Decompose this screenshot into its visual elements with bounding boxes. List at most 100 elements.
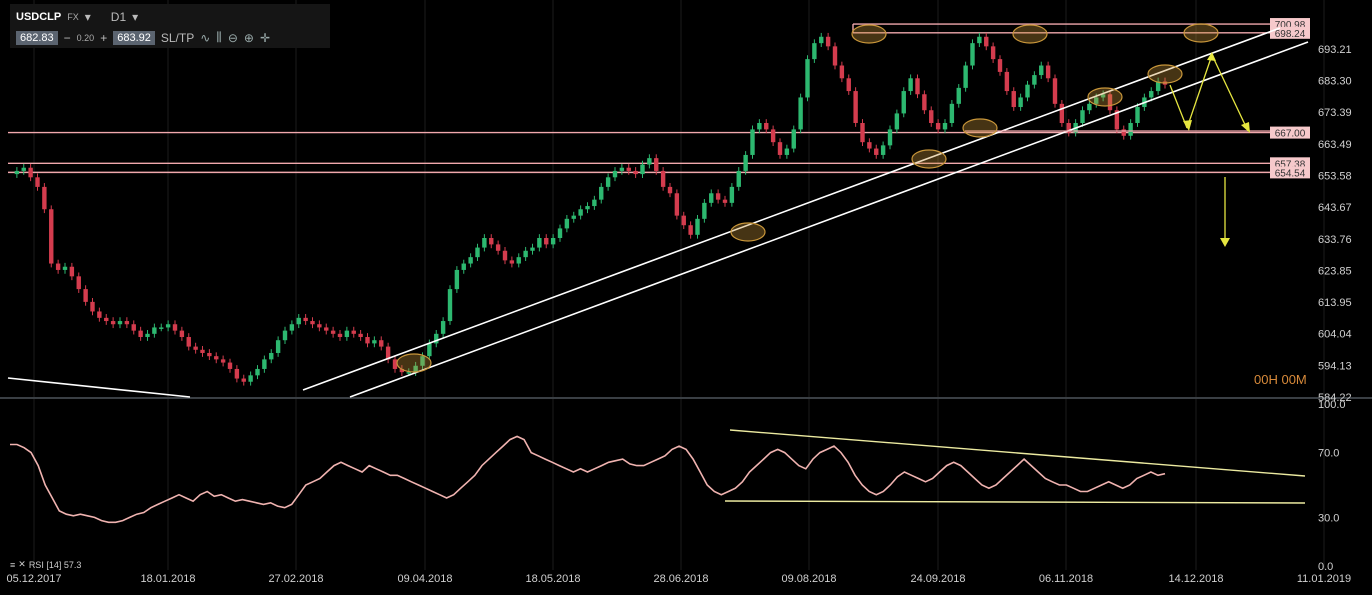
- candle-body: [83, 289, 88, 302]
- candle-body: [681, 215, 686, 226]
- candle-body: [922, 94, 927, 111]
- candle-body: [880, 145, 886, 155]
- candle-body: [530, 247, 535, 251]
- candle-body: [214, 356, 219, 360]
- line-chart-icon[interactable]: ∿: [200, 30, 211, 45]
- candle-body: [557, 228, 563, 238]
- candle-body: [722, 199, 728, 203]
- candle-body: [963, 65, 968, 88]
- candle-body: [970, 43, 975, 66]
- candle-body: [28, 167, 33, 178]
- timeframe-dropdown-icon[interactable]: ▾: [132, 10, 139, 24]
- menu-icon[interactable]: ≡: [10, 559, 16, 570]
- candle-body: [887, 129, 893, 146]
- ask-price[interactable]: 683.92: [113, 30, 155, 45]
- candle-body: [1045, 65, 1051, 79]
- candle-body: [172, 324, 178, 331]
- candle-body: [14, 170, 20, 175]
- highlight-ellipse: [851, 24, 887, 44]
- sltp-button[interactable]: SL/TP: [160, 30, 195, 45]
- candle-body: [612, 170, 618, 178]
- candle-body: [784, 148, 790, 155]
- chart-toolbar: USDCLP FX ▾ D1 ▾ 682.83 − 0.20 + 683.92 …: [10, 4, 330, 48]
- candle-body: [21, 167, 26, 171]
- crosshair-icon[interactable]: ✛: [259, 30, 271, 45]
- candle-body: [984, 36, 989, 47]
- close-icon[interactable]: ✕: [18, 559, 26, 569]
- candle-body: [977, 36, 982, 44]
- candle-body: [1107, 94, 1113, 111]
- candle-body: [578, 209, 583, 216]
- candle-body: [667, 186, 673, 194]
- candles: [14, 32, 1168, 386]
- candle-body: [819, 36, 824, 44]
- y-tick-label: 604.04: [1318, 329, 1352, 341]
- candle-body: [145, 333, 150, 338]
- rsi-tick-label: 0.0: [1318, 561, 1333, 573]
- rsi-tick-label: 30.0: [1318, 512, 1339, 524]
- candle-body: [839, 65, 845, 79]
- candle-body: [379, 340, 384, 347]
- candle-body: [255, 368, 260, 376]
- projection-arrows: [1169, 52, 1250, 247]
- indicators-icon[interactable]: ⫼: [216, 30, 222, 44]
- candle-body: [269, 352, 274, 360]
- candle-body: [633, 170, 638, 175]
- candle-body: [495, 244, 501, 251]
- arrowhead: [1241, 122, 1250, 133]
- candle-body: [420, 356, 425, 366]
- candle-body: [1032, 75, 1037, 85]
- candle-body: [523, 250, 528, 258]
- y-tick-label: 673.39: [1318, 107, 1352, 119]
- candle-body: [764, 123, 769, 130]
- timeframe-label[interactable]: D1: [110, 10, 127, 24]
- candle-body: [303, 317, 308, 322]
- candle-body: [743, 154, 748, 171]
- symbol-dropdown-icon[interactable]: ▾: [84, 10, 91, 24]
- candle-body: [832, 46, 838, 66]
- y-tick-label: 623.85: [1318, 265, 1352, 277]
- candle-body: [1011, 91, 1016, 108]
- y-tick-label: 693.21: [1318, 44, 1352, 56]
- candle-body: [131, 324, 136, 331]
- candle-body: [227, 362, 233, 369]
- candle-body: [76, 276, 81, 290]
- level-tag: 698.24: [1275, 29, 1306, 40]
- candle-body: [1052, 78, 1058, 104]
- rsi-label-text: RSI [14] 57.3: [28, 559, 82, 570]
- arrowhead: [1220, 238, 1230, 247]
- plus-label: +: [100, 30, 108, 45]
- candle-body: [317, 324, 322, 328]
- grid: [0, 0, 1372, 570]
- candle-body: [626, 167, 631, 171]
- candle-body: [901, 91, 906, 114]
- candle-body: [695, 218, 700, 235]
- candle-body: [777, 142, 783, 155]
- candle-body: [1094, 97, 1099, 104]
- level-tag: 654.54: [1275, 168, 1306, 179]
- candle-body: [90, 301, 95, 312]
- candle-body: [660, 170, 666, 187]
- candle-body: [537, 237, 542, 248]
- candle-body: [124, 321, 130, 325]
- candle-body: [853, 91, 858, 124]
- candle-body: [1059, 103, 1065, 124]
- zoom-in-icon[interactable]: ⊕: [243, 30, 254, 45]
- candle-body: [935, 123, 941, 130]
- level-tag: 657.38: [1275, 159, 1306, 170]
- candle-body: [138, 330, 143, 338]
- candle-body: [1025, 84, 1030, 98]
- candle-body: [330, 330, 336, 334]
- candle-body: [427, 343, 432, 357]
- level-tag-bg: [1270, 26, 1310, 39]
- date-axis: 05.12.2017 18.01.2018 27.02.2018 09.04.2018…: [6, 573, 1351, 585]
- candle-body: [117, 321, 123, 325]
- candle-body: [1114, 110, 1120, 130]
- x-tick-label: 14.12.2018: [1168, 573, 1223, 585]
- bid-price[interactable]: 682.83: [16, 30, 58, 45]
- candle-body: [35, 177, 40, 187]
- candle-body: [867, 142, 872, 149]
- zoom-out-icon[interactable]: ⊖: [227, 30, 238, 45]
- symbol-label[interactable]: USDCLP: [16, 11, 62, 23]
